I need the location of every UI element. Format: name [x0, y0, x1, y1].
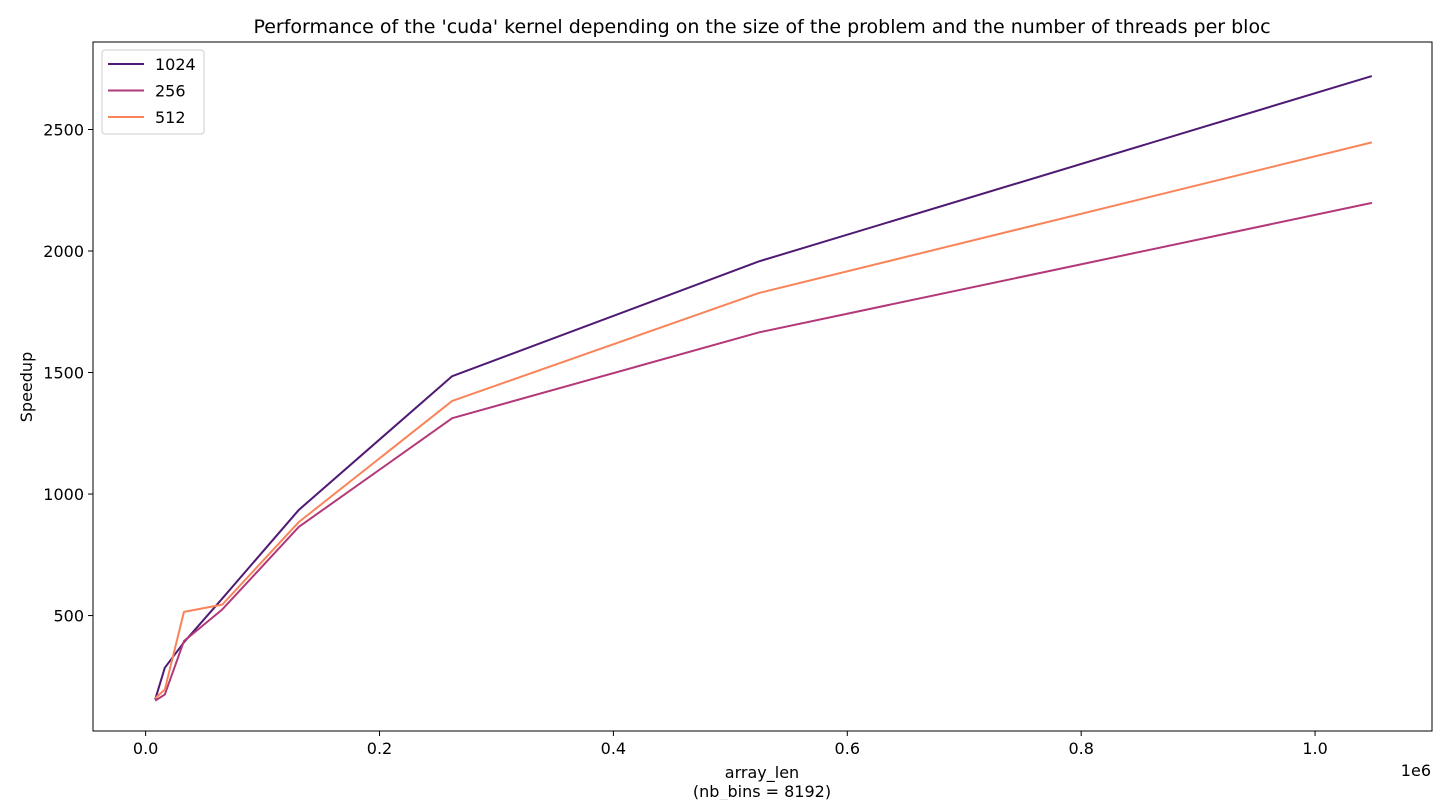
legend-entries: 1024 256 512 [108, 55, 196, 127]
x-tick-label: 0.0 [133, 739, 158, 758]
series-layer [154, 75, 1373, 702]
legend: 1024 256 512 [101, 49, 205, 135]
series-line-512 [154, 141, 1373, 699]
series-line-1024 [154, 75, 1373, 700]
x-tick-label: 0.8 [1068, 739, 1093, 758]
y-tick-label: 2500 [43, 120, 84, 139]
y-tick-label: 2000 [43, 242, 84, 261]
x-axis-sublabel: (nb_bins = 8192) [693, 782, 831, 800]
series-line-256 [154, 201, 1373, 702]
y-tick-label: 1500 [43, 364, 84, 383]
x-tick-label: 0.4 [601, 739, 626, 758]
x-axis-offset-text: 1e6 [1401, 761, 1431, 780]
y-axis-label: Speedup [17, 352, 36, 422]
legend-label-1024: 1024 [155, 55, 196, 74]
plot-area-frame [92, 41, 1433, 732]
x-tick-label: 0.6 [835, 739, 860, 758]
x-axis-label: array_len [725, 763, 799, 783]
x-axis-ticks: 0.0 0.2 0.4 0.6 0.8 1.0 [133, 731, 1328, 758]
x-tick-label: 1.0 [1302, 739, 1327, 758]
legend-label-512: 512 [155, 108, 186, 127]
y-tick-label: 500 [53, 607, 84, 626]
x-tick-label: 0.2 [367, 739, 392, 758]
legend-label-256: 256 [155, 82, 186, 101]
y-tick-label: 1000 [43, 485, 84, 504]
chart-title: Performance of the 'cuda' kernel dependi… [253, 16, 1270, 38]
y-axis-ticks: 500 1000 1500 2000 2500 [43, 120, 93, 626]
legend-box [101, 49, 205, 135]
